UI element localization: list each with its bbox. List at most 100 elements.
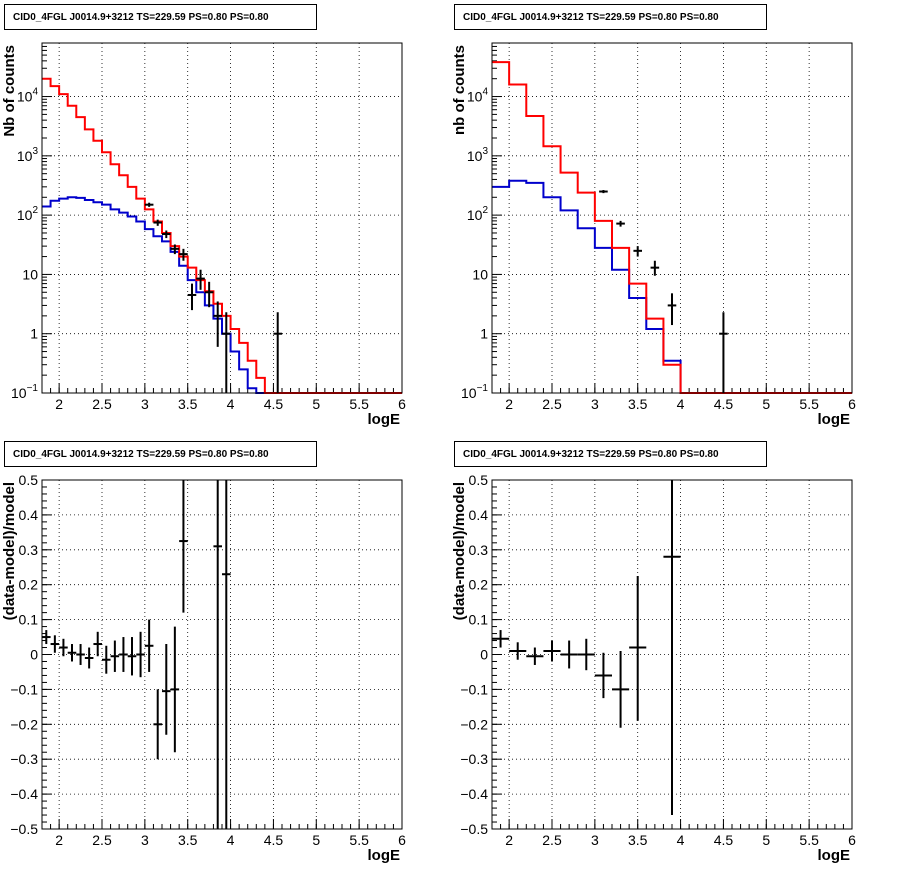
- plot-frame: [491, 479, 853, 830]
- y-axis-label: nb of counts: [451, 45, 468, 135]
- x-tick-label: 6: [398, 832, 406, 848]
- y-tick-label: 0.1: [469, 612, 489, 628]
- data-point: [222, 312, 231, 393]
- histogram-total-model: [492, 61, 852, 394]
- y-tick-label: −0.3: [460, 751, 488, 767]
- x-tick-label: 4: [227, 396, 235, 412]
- x-tick-label: 3: [591, 396, 599, 412]
- y-tick-label: 1: [480, 326, 488, 342]
- data-point: [144, 202, 154, 207]
- plot-residuals-coarse: 2 2.5 3 3.5 4 4.5 5 5.5 6 −0.5 −0.4 −0.3 −0.2 −0.1 0 0.…: [451, 472, 856, 864]
- plot-frame: [41, 42, 403, 394]
- y-tick-label: 0.1: [19, 612, 39, 628]
- y-tick-label: 103: [467, 146, 489, 164]
- data-point: [179, 248, 188, 261]
- x-tick-label: 2: [505, 396, 513, 412]
- y-tick-label: 1: [30, 326, 38, 342]
- y-tick-label: 0.2: [19, 577, 39, 593]
- plot-residuals-fine: 2 2.5 3 3.5 4 4.5 5 5.5 6 −0.5 −0.4 −0.3 −0.2 −0.1 0 0.…: [1, 472, 406, 864]
- data-point: [102, 645, 111, 674]
- y-tick-label: 10: [472, 266, 488, 282]
- y-axis-label: Nb of counts: [1, 45, 18, 137]
- x-axis-label: logE: [368, 411, 401, 428]
- data-point: [119, 637, 128, 672]
- data-point: [612, 651, 630, 728]
- histogram-total-model: [42, 77, 402, 394]
- x-tick-label: 4.5: [714, 832, 734, 848]
- x-tick-label: 6: [848, 832, 856, 848]
- data-point: [42, 630, 51, 645]
- chart-title-top-left: CID0_4FGL J0014.9+3212 TS=229.59 PS=0.80…: [4, 4, 317, 30]
- data-point: [560, 640, 578, 669]
- x-tick-label: 5.5: [349, 396, 369, 412]
- x-tick-label: 3: [141, 832, 149, 848]
- data-point: [663, 480, 681, 816]
- x-tick-label: 4: [677, 832, 685, 848]
- data-point: [196, 269, 205, 290]
- x-tick-label: 2.5: [92, 396, 112, 412]
- x-tick-label: 6: [398, 396, 406, 412]
- x-tick-label: 5: [312, 396, 320, 412]
- data-point: [204, 281, 214, 308]
- x-tick-label: 3.5: [628, 396, 648, 412]
- x-tick-label: 4: [677, 396, 685, 412]
- data-point: [629, 575, 647, 721]
- data-point: [599, 190, 608, 194]
- x-axis-label: logE: [818, 411, 851, 428]
- plot-frame: [491, 42, 853, 394]
- data-point: [667, 293, 677, 326]
- y-tick-label: 0.2: [469, 577, 489, 593]
- histogram-source-model: [492, 179, 852, 394]
- x-tick-label: 3.5: [178, 832, 198, 848]
- y-tick-label: 0.5: [469, 472, 489, 488]
- x-tick-label: 4: [227, 832, 235, 848]
- data-point: [492, 630, 510, 648]
- y-tick-label: −0.5: [10, 821, 38, 837]
- y-tick-label: 0.5: [19, 472, 39, 488]
- data-point: [719, 312, 728, 393]
- y-tick-label: 104: [17, 87, 39, 105]
- y-tick-label: 0.3: [19, 542, 39, 558]
- data-point: [59, 638, 68, 657]
- y-tick-label: 10: [22, 266, 38, 282]
- data-point: [170, 626, 180, 753]
- data-point: [136, 631, 145, 678]
- y-tick-label: 0: [480, 647, 488, 663]
- x-tick-label: 2.5: [542, 396, 562, 412]
- x-tick-label: 5.5: [349, 832, 369, 848]
- x-tick-label: 5: [762, 396, 770, 412]
- data-point: [616, 220, 625, 227]
- y-tick-label: 0: [30, 647, 38, 663]
- x-tick-label: 3.5: [628, 832, 648, 848]
- y-tick-label: 10−1: [461, 383, 488, 401]
- data-point: [127, 637, 137, 676]
- y-axis-label: (data-model)/model: [1, 482, 18, 620]
- data-point: [50, 635, 60, 653]
- data-point: [170, 244, 180, 255]
- x-tick-label: 2: [55, 396, 63, 412]
- x-tick-label: 4.5: [264, 832, 284, 848]
- x-tick-label: 4.5: [714, 396, 734, 412]
- data-point: [650, 260, 660, 276]
- x-tick-label: 5: [762, 832, 770, 848]
- data-point: [273, 312, 282, 393]
- plot-counts-coarse: 2 2.5 3 3.5 4 4.5 5 5.5 6 10−1 1 10 102 103 104 logE nb …: [451, 42, 856, 428]
- x-tick-label: 5: [312, 832, 320, 848]
- x-tick-label: 2.5: [92, 832, 112, 848]
- y-tick-label: −0.4: [460, 786, 488, 802]
- y-axis-label: (data-model)/model: [451, 482, 468, 620]
- data-point: [509, 642, 527, 660]
- data-point: [179, 480, 188, 613]
- plot-counts-fine: 2 2.5 3 3.5 4 4.5 5 5.5 6 10−1 1 10 102 103 104 logE Nb …: [1, 42, 406, 428]
- chart-title-bottom-left: CID0_4FGL J0014.9+3212 TS=229.59 PS=0.80…: [4, 441, 317, 467]
- y-tick-label: −0.2: [460, 716, 488, 732]
- data-point: [187, 283, 197, 311]
- data-point: [153, 219, 162, 226]
- data-point: [76, 644, 85, 665]
- x-axis-label: logE: [818, 847, 851, 864]
- y-tick-label: 0.3: [469, 542, 489, 558]
- data-point: [84, 647, 94, 669]
- plot-frame: [41, 479, 403, 830]
- data-point: [213, 480, 222, 829]
